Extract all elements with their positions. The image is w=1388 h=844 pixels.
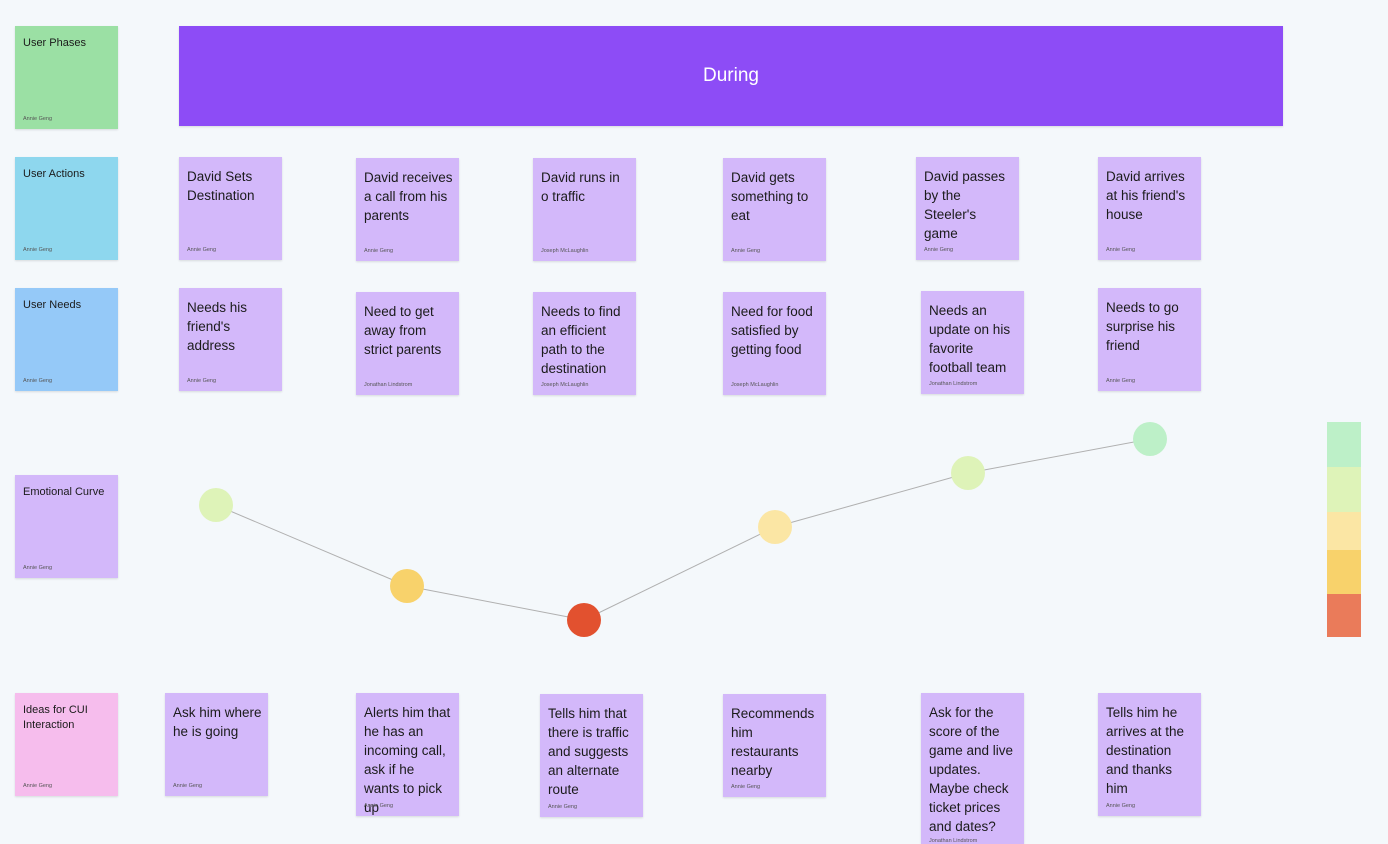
note-author: Annie Geng xyxy=(187,378,217,384)
label-text: User Needs xyxy=(23,299,82,311)
note-author: Annie Geng xyxy=(924,247,954,253)
note-author: Joseph McLaughlin xyxy=(731,382,779,388)
label-author: Annie Geng xyxy=(23,378,53,384)
note-text: David receives a call from his parents xyxy=(364,170,453,223)
curve-connector xyxy=(215,504,408,587)
idea-note[interactable]: Recommends him restaurants nearby Annie … xyxy=(723,694,826,797)
note-text: Tells him he arrives at the destination … xyxy=(1106,705,1185,796)
note-text: Needs to find an efficient path to the d… xyxy=(541,304,621,376)
need-note[interactable]: Needs an update on his favorite football… xyxy=(921,291,1024,394)
phase-title: During xyxy=(703,65,759,86)
label-emotional-curve[interactable]: Emotional Curve Annie Geng xyxy=(15,475,118,578)
need-note[interactable]: Need to get away from strict parents Jon… xyxy=(356,292,459,395)
emotion-scale-swatch xyxy=(1327,467,1361,512)
curve-connector xyxy=(774,472,969,528)
need-note[interactable]: Needs his friend's address Annie Geng xyxy=(179,288,282,391)
note-text: Needs an update on his favorite football… xyxy=(929,303,1011,375)
phase-banner-during[interactable]: During xyxy=(179,26,1283,126)
note-text: Alerts him that he has an incoming call,… xyxy=(364,705,451,815)
label-ideas-cui[interactable]: Ideas for CUI Interaction Annie Geng xyxy=(15,693,118,796)
label-user-needs[interactable]: User Needs Annie Geng xyxy=(15,288,118,391)
need-note[interactable]: Needs to go surprise his friend Annie Ge… xyxy=(1098,288,1201,391)
curve-connector xyxy=(406,585,585,621)
curve-connector xyxy=(967,438,1151,474)
action-note[interactable]: David Sets Destination Annie Geng xyxy=(179,157,282,260)
emotion-point[interactable] xyxy=(390,569,424,603)
note-text: Need to get away from strict parents xyxy=(364,304,442,357)
label-text: User Phases xyxy=(23,37,86,49)
note-text: Recommends him restaurants nearby xyxy=(731,706,815,778)
note-text: David gets something to eat xyxy=(731,170,809,223)
note-author: Annie Geng xyxy=(1106,378,1136,384)
note-text: David arrives at his friend's house xyxy=(1106,169,1186,222)
idea-note[interactable]: Tells him he arrives at the destination … xyxy=(1098,693,1201,816)
action-note[interactable]: David receives a call from his parents A… xyxy=(356,158,459,261)
label-author: Annie Geng xyxy=(23,116,53,122)
note-author: Annie Geng xyxy=(364,248,394,254)
note-author: Annie Geng xyxy=(364,803,394,809)
note-text: Need for food satisfied by getting food xyxy=(731,304,813,357)
emotion-point[interactable] xyxy=(199,488,233,522)
need-note[interactable]: Needs to find an efficient path to the d… xyxy=(533,292,636,395)
note-author: Joseph McLaughlin xyxy=(541,248,589,254)
label-text: Emotional Curve xyxy=(23,486,105,498)
emotion-scale-swatch xyxy=(1327,594,1361,637)
note-author: Jonathan Lindstrom xyxy=(929,838,978,844)
emotion-scale-swatch xyxy=(1327,512,1361,550)
idea-note[interactable]: Ask for the score of the game and live u… xyxy=(921,693,1024,844)
emotion-point[interactable] xyxy=(567,603,601,637)
label-text: User Actions xyxy=(23,168,85,180)
action-note[interactable]: David gets something to eat Annie Geng xyxy=(723,158,826,261)
note-text: David Sets Destination xyxy=(187,169,255,203)
note-text: David passes by the Steeler's game xyxy=(924,169,1006,241)
note-text: Ask for the score of the game and live u… xyxy=(929,705,1014,834)
note-author: Annie Geng xyxy=(731,784,761,790)
note-text: Tells him that there is traffic and sugg… xyxy=(548,706,629,797)
note-author: Annie Geng xyxy=(548,804,578,810)
note-author: Jonathan Lindstrom xyxy=(364,382,413,388)
emotion-scale-legend xyxy=(1327,422,1361,637)
action-note[interactable]: David runs in o traffic Joseph McLaughli… xyxy=(533,158,636,261)
label-user-phases[interactable]: User Phases Annie Geng xyxy=(15,26,118,129)
emotion-point[interactable] xyxy=(758,510,792,544)
note-author: Jonathan Lindstrom xyxy=(929,381,978,387)
need-note[interactable]: Need for food satisfied by getting food … xyxy=(723,292,826,395)
note-author: Annie Geng xyxy=(1106,247,1136,253)
emotion-scale-swatch xyxy=(1327,422,1361,467)
emotion-point[interactable] xyxy=(951,456,985,490)
note-text: David runs in o traffic xyxy=(541,170,620,204)
emotion-scale-swatch xyxy=(1327,550,1361,594)
label-user-actions[interactable]: User Actions Annie Geng xyxy=(15,157,118,260)
action-note[interactable]: David arrives at his friend's house Anni… xyxy=(1098,157,1201,260)
note-text: Ask him where he is going xyxy=(173,705,262,739)
label-text: Ideas for CUI Interaction xyxy=(23,704,88,731)
note-author: Annie Geng xyxy=(187,247,217,253)
label-author: Annie Geng xyxy=(23,247,53,253)
label-author: Annie Geng xyxy=(23,565,53,571)
note-author: Annie Geng xyxy=(173,783,203,789)
note-text: Needs his friend's address xyxy=(187,300,248,353)
label-author: Annie Geng xyxy=(23,783,53,789)
note-author: Annie Geng xyxy=(731,248,761,254)
note-author: Joseph McLaughlin xyxy=(541,382,589,388)
action-note[interactable]: David passes by the Steeler's game Annie… xyxy=(916,157,1019,260)
idea-note[interactable]: Tells him that there is traffic and sugg… xyxy=(540,694,643,817)
idea-note[interactable]: Ask him where he is going Annie Geng xyxy=(165,693,268,796)
idea-note[interactable]: Alerts him that he has an incoming call,… xyxy=(356,693,459,816)
emotion-point[interactable] xyxy=(1133,422,1167,456)
note-text: Needs to go surprise his friend xyxy=(1106,300,1179,353)
curve-connector xyxy=(583,526,776,621)
note-author: Annie Geng xyxy=(1106,803,1136,809)
